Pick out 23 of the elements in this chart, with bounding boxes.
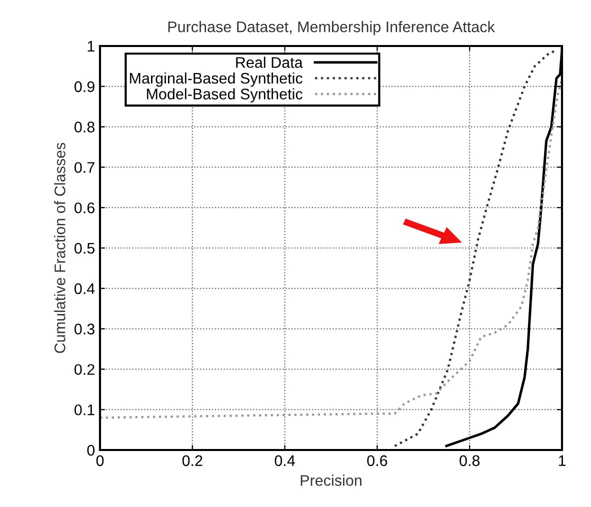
x-axis-title: Precision	[300, 474, 362, 486]
y-tick-label: 0	[87, 444, 95, 456]
y-tick-label: 0.7	[74, 162, 94, 173]
x-tick-label: 0.8	[460, 455, 480, 466]
y-tick-label: 0.9	[74, 81, 94, 92]
y-tick-label: 0.2	[74, 364, 94, 375]
y-tick-label: 0.1	[74, 404, 94, 416]
y-tick-label: 0.3	[74, 324, 94, 334]
x-tick-label: 0.2	[182, 455, 202, 466]
x-tick-label: 1	[558, 455, 566, 466]
y-axis-title: Cumulative Fraction of Classes	[54, 142, 66, 353]
legend-label: Model-Based Synthetic	[146, 88, 302, 102]
y-tick-label: 0.6	[74, 202, 94, 214]
x-tick-label: 0.6	[367, 455, 388, 466]
x-tick-label: 0	[96, 455, 104, 466]
y-tick-label: 0.8	[74, 122, 94, 132]
y-tick-label: 0.5	[74, 242, 94, 254]
legend-label: Marginal-Based Synthetic	[130, 72, 302, 87]
chart-title: Purchase Dataset, Membership Inference Attack	[168, 21, 495, 36]
x-tick-label: 0.4	[274, 455, 295, 466]
y-tick-label: 0.4	[74, 283, 95, 294]
legend-label: Real Data	[236, 56, 303, 68]
y-tick-label: 1	[88, 41, 94, 52]
